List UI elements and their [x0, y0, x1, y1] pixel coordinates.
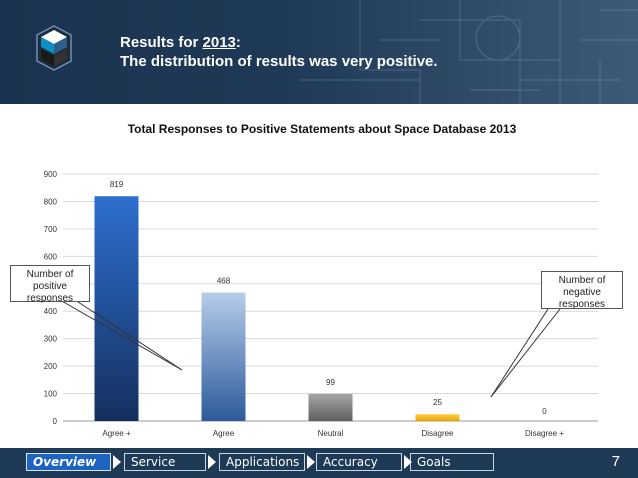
nav-accuracy[interactable]: Accuracy [316, 453, 402, 471]
callout-right-pointer [490, 308, 561, 398]
positive-responses-callout: Number of positive responses [10, 265, 90, 304]
nav-arrow-icon [307, 455, 315, 469]
data-label: 819 [110, 180, 124, 189]
nav-arrow-icon [404, 455, 412, 469]
nav-arrow-icon [113, 455, 121, 469]
title-year: 2013 [202, 34, 236, 51]
blueprint-background [0, 0, 638, 104]
nav-goals[interactable]: Goals [410, 453, 494, 471]
bar-agree [201, 292, 246, 421]
slide-header: Results for 2013: The distribution of re… [0, 0, 638, 104]
data-label: 468 [217, 277, 231, 286]
company-logo-icon [36, 25, 72, 71]
data-label: 0 [542, 407, 547, 416]
bar-chart: Total Responses to Positive Statements a… [44, 122, 598, 438]
y-tick-label: 300 [44, 335, 58, 344]
nav-arrow-icon [208, 455, 216, 469]
y-tick-label: 700 [44, 225, 58, 234]
callout-left-pointer-2 [59, 299, 183, 371]
x-tick-label: Agree [213, 429, 235, 438]
title-prefix: Results for [120, 34, 203, 51]
x-tick-label: Neutral [318, 429, 344, 438]
x-tick-label: Agree + [102, 429, 131, 438]
slide-title: Results for 2013: The distribution of re… [120, 33, 438, 71]
bottom-nav-bar: Overview Service Applications Accuracy G… [0, 448, 638, 478]
callout-left-pointer [74, 299, 183, 371]
callout-right-pointer-2 [490, 308, 549, 398]
bar-agree [94, 196, 139, 421]
y-tick-label: 0 [53, 417, 58, 426]
data-label: 99 [326, 378, 335, 387]
title-suffix: : [235, 34, 241, 51]
data-label: 25 [433, 398, 442, 407]
page-number: 7 [611, 453, 620, 470]
y-tick-label: 800 [44, 197, 58, 206]
nav-service[interactable]: Service [124, 453, 206, 471]
negative-responses-callout: Number of negative responses [541, 271, 623, 310]
nav-overview[interactable]: Overview [26, 453, 111, 471]
y-tick-label: 900 [44, 170, 58, 179]
y-tick-label: 600 [44, 252, 58, 261]
y-tick-label: 100 [44, 390, 58, 399]
bar-disagree [415, 414, 460, 421]
chart-title: Total Responses to Positive Statements a… [128, 122, 517, 136]
bar-neutral [308, 393, 353, 421]
y-tick-label: 400 [44, 307, 58, 316]
slide-subtitle: The distribution of results was very pos… [120, 53, 438, 70]
y-tick-label: 200 [44, 362, 58, 371]
x-tick-label: Disagree + [525, 429, 564, 438]
nav-applications[interactable]: Applications [219, 453, 305, 471]
x-tick-label: Disagree [421, 429, 454, 438]
